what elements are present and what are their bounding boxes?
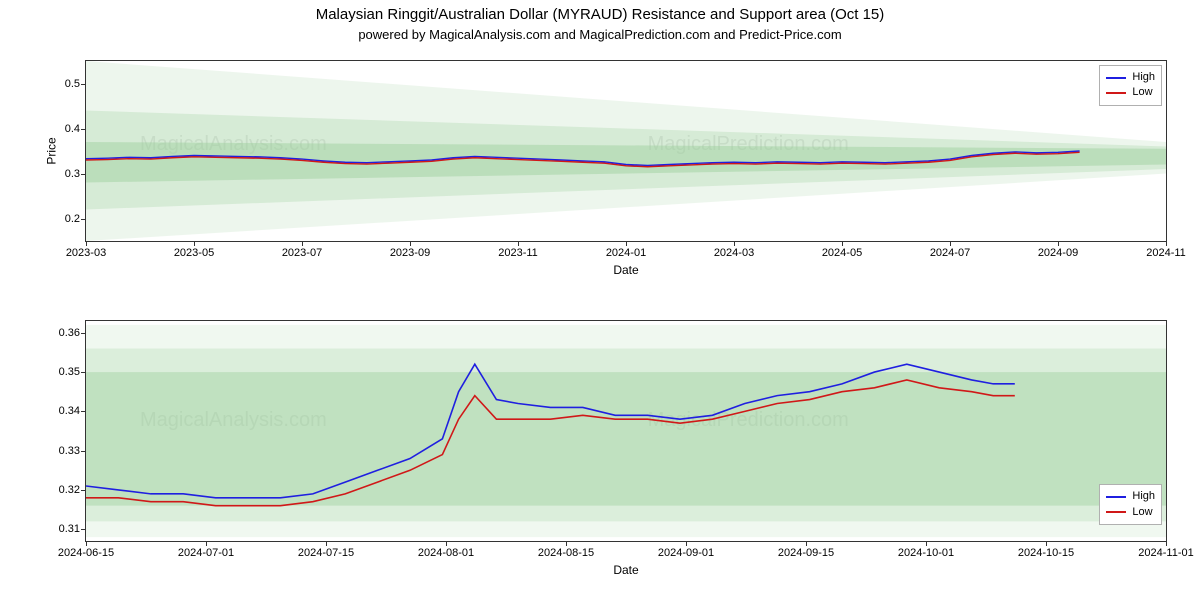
- bottom-chart-panel: MagicalAnalysis.com MagicalPrediction.co…: [85, 320, 1167, 542]
- legend-box: High Low: [1099, 484, 1162, 525]
- legend-label-high: High: [1132, 70, 1155, 85]
- legend-label-low: Low: [1132, 85, 1152, 100]
- legend-swatch-low: [1106, 511, 1126, 513]
- legend-swatch-high: [1106, 496, 1126, 498]
- legend-label-low: Low: [1132, 505, 1152, 520]
- chart-subtitle: powered by MagicalAnalysis.com and Magic…: [0, 23, 1200, 46]
- bottom-chart-svg: [86, 321, 1166, 541]
- x-axis-label: Date: [613, 263, 638, 277]
- top-chart-panel: MagicalAnalysis.com MagicalPrediction.co…: [85, 60, 1167, 242]
- chart-title: Malaysian Ringgit/Australian Dollar (MYR…: [0, 0, 1200, 23]
- top-chart-svg: [86, 61, 1166, 241]
- legend-swatch-low: [1106, 92, 1126, 94]
- legend-item-high: High: [1106, 70, 1155, 85]
- y-axis-label: Price: [45, 137, 59, 164]
- legend-swatch-high: [1106, 77, 1126, 79]
- legend-item-low: Low: [1106, 505, 1155, 520]
- legend-label-high: High: [1132, 489, 1155, 504]
- legend-item-high: High: [1106, 489, 1155, 504]
- legend-box: High Low: [1099, 65, 1162, 106]
- legend-item-low: Low: [1106, 85, 1155, 100]
- x-axis-label: Date: [613, 563, 638, 577]
- chart-container: Malaysian Ringgit/Australian Dollar (MYR…: [0, 0, 1200, 600]
